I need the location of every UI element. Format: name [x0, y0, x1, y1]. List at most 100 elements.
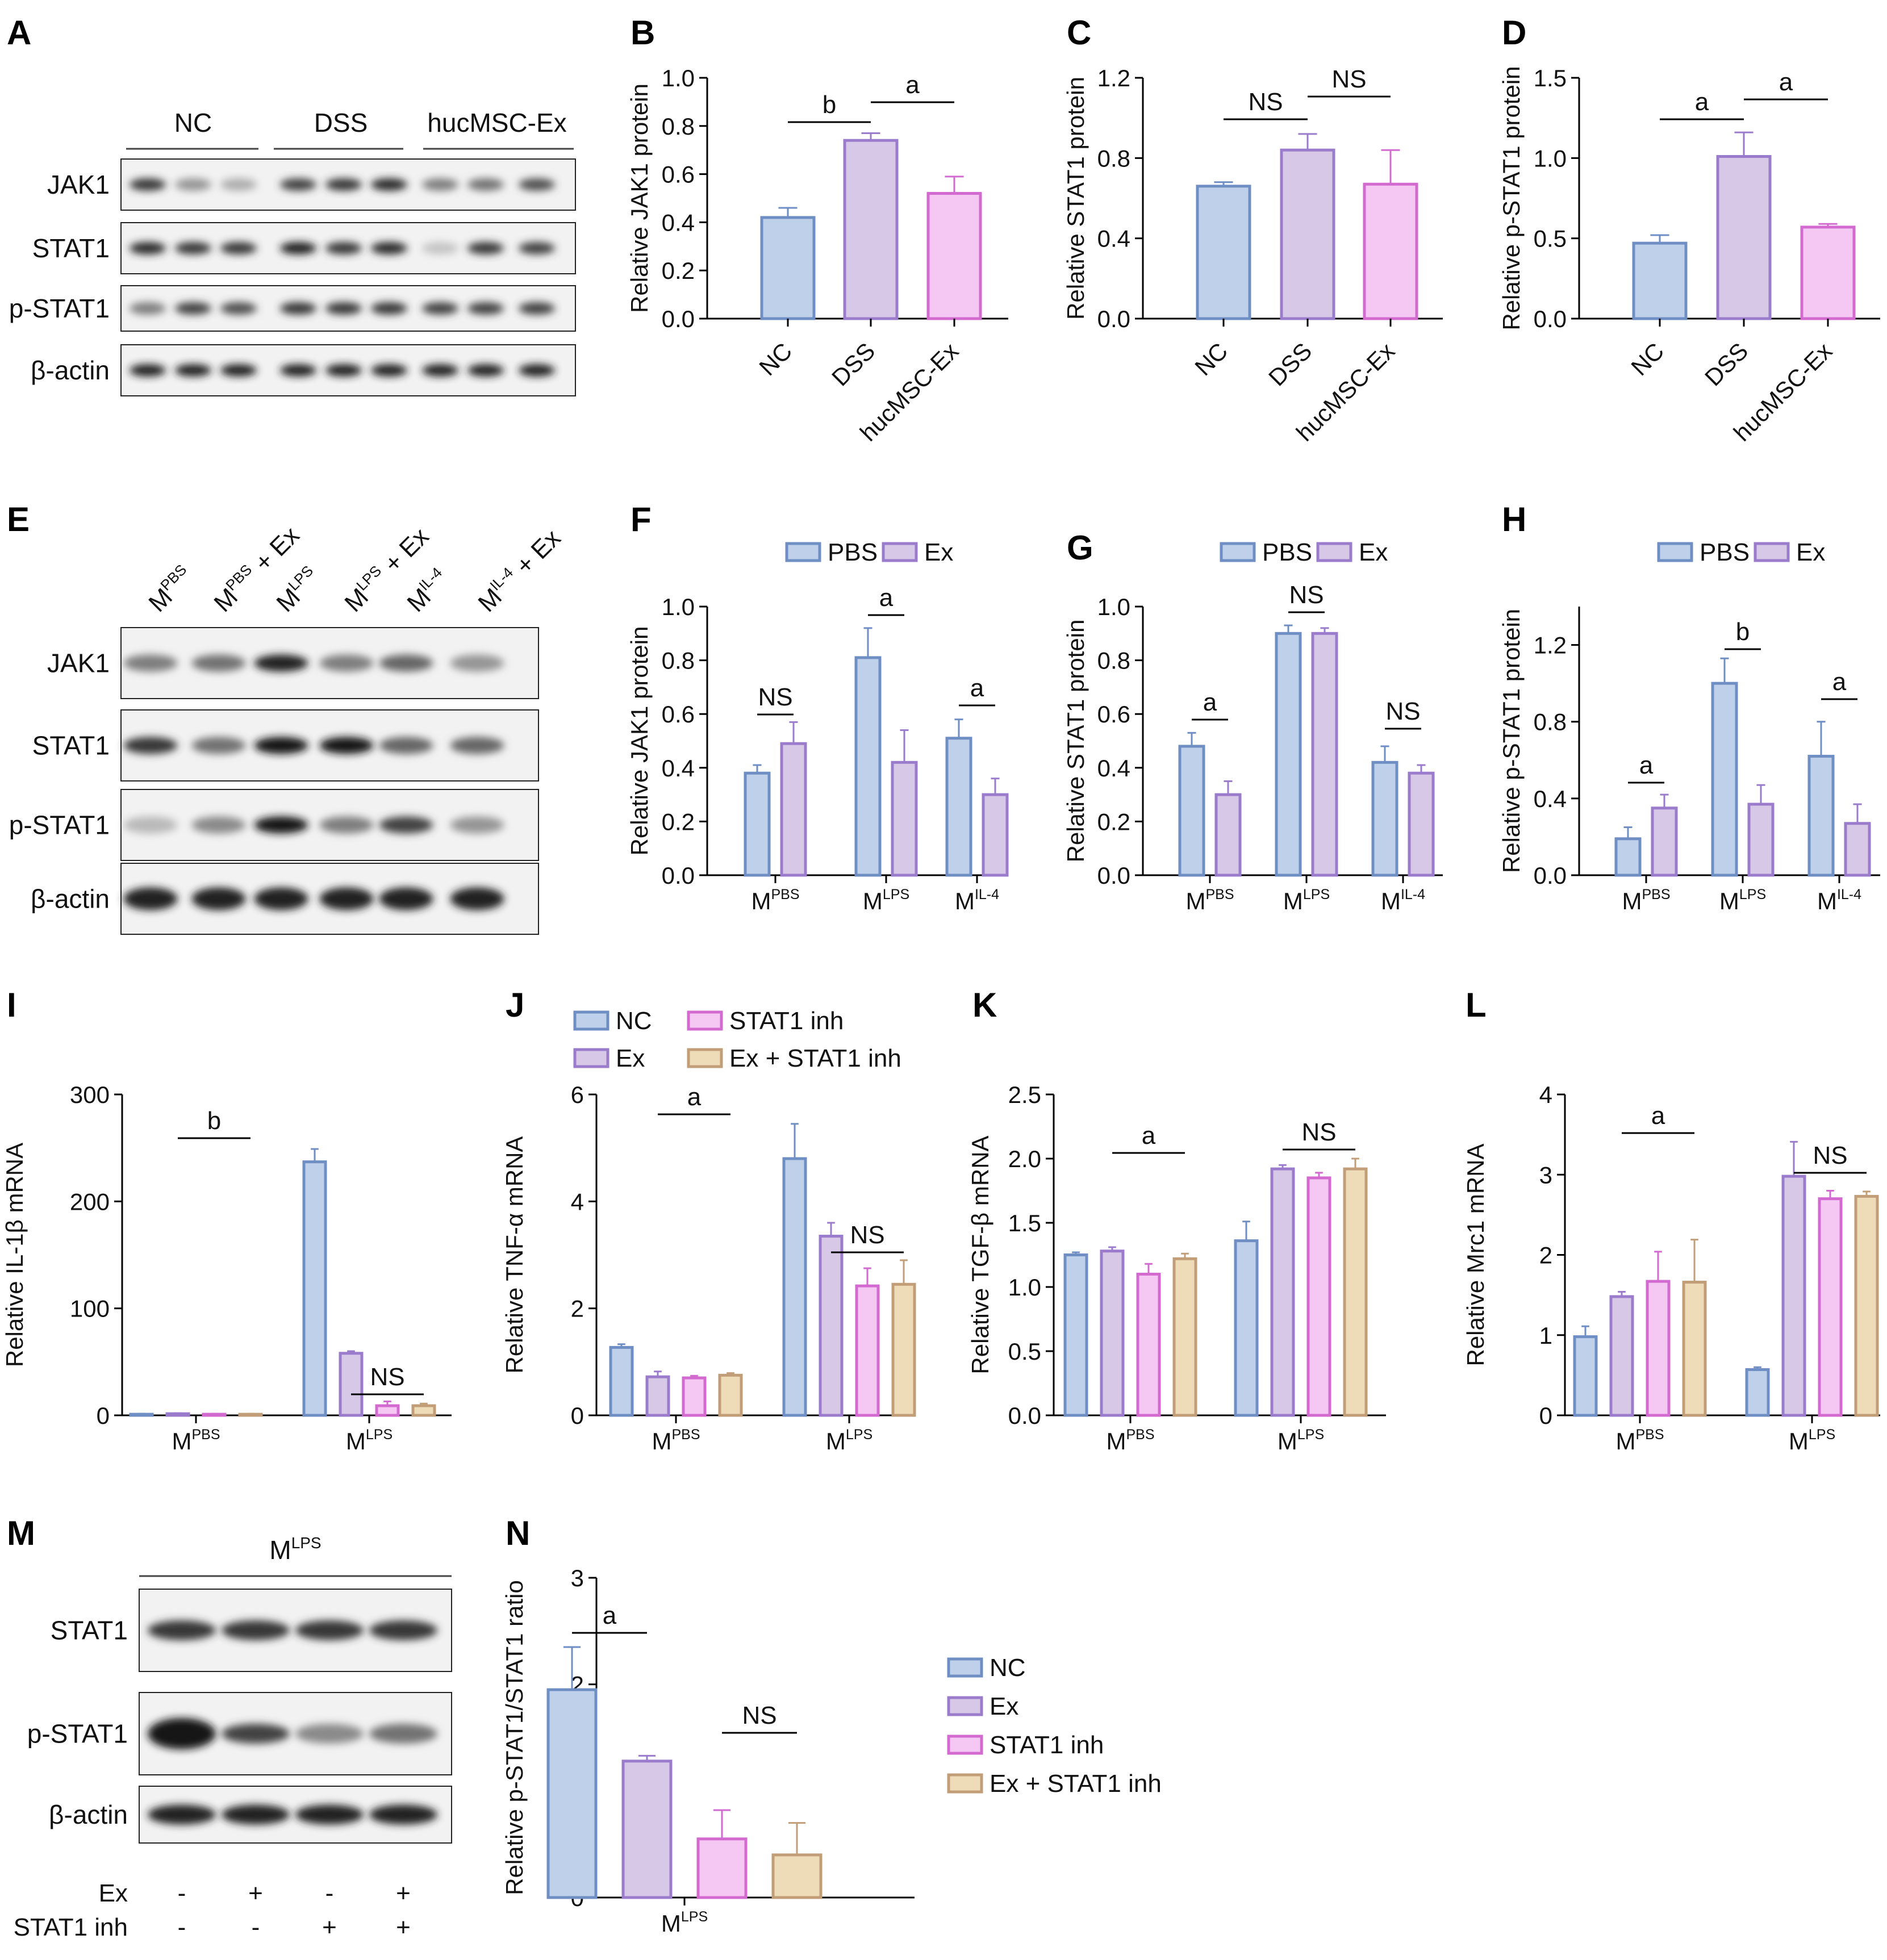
bar-PBS — [1807, 755, 1835, 877]
legend-label: Ex — [990, 1692, 1018, 1720]
y-tick-label: 0.0 — [662, 862, 695, 889]
band — [379, 816, 433, 834]
significance-label: a — [1779, 68, 1793, 96]
x-tick-label: MLPS — [661, 1909, 708, 1937]
y-axis-label: Relative p-STAT1/STAT1 ratio — [501, 1580, 528, 1895]
band — [325, 302, 362, 315]
significance-label: NS — [742, 1702, 776, 1729]
condition-value: - — [325, 1879, 334, 1907]
panel-label-D: D — [1502, 14, 1526, 52]
panel-label-N: N — [506, 1514, 530, 1552]
bar-Ex — [891, 760, 918, 877]
y-axis-label: Relative IL-1β mRNA — [1, 1143, 28, 1367]
band — [379, 654, 433, 672]
significance-label: a — [905, 71, 920, 99]
significance-label: b — [1736, 618, 1750, 646]
y-axis-label: Relative Mrc1 mRNA — [1462, 1143, 1489, 1366]
bar-Ex + STAT1 inh — [718, 1373, 743, 1417]
legend-swatch — [1316, 542, 1352, 562]
x-tick-label: MLPS — [346, 1427, 393, 1455]
panel-label-M: M — [7, 1514, 35, 1552]
band — [130, 242, 166, 254]
x-tick-label: MIL-4 — [1817, 887, 1861, 914]
panel-label-B: B — [631, 14, 655, 52]
legend-label: STAT1 inh — [729, 1007, 844, 1035]
bar-STAT1 inh — [696, 1837, 748, 1899]
legend-swatch — [947, 1773, 983, 1794]
legend-label: Ex — [1359, 538, 1388, 566]
bar-Ex — [339, 1352, 364, 1417]
y-tick-label: 0.8 — [662, 113, 695, 140]
band — [319, 816, 374, 834]
band — [422, 242, 458, 254]
bar-STAT1 inh — [1646, 1280, 1671, 1417]
band — [254, 654, 308, 672]
panel-label-L: L — [1466, 986, 1487, 1024]
band — [369, 1804, 437, 1825]
band — [519, 242, 555, 254]
bar-Ex + STAT1 inh — [1854, 1194, 1879, 1417]
bar-Ex + STAT1 inh — [1682, 1281, 1707, 1417]
y-tick-label: 300 — [70, 1081, 110, 1108]
significance-label: NS — [1331, 65, 1366, 93]
y-tick-label: 0.6 — [1097, 701, 1130, 728]
bar-Ex — [1270, 1167, 1295, 1417]
significance-label: NS — [1385, 697, 1420, 725]
legend-label: STAT1 inh — [990, 1731, 1104, 1759]
chart-I: 0 100 200 300 Relative IL-1β mRNA MPBS MLPS b NS — [1, 1081, 452, 1455]
significance-label: a — [1651, 1102, 1665, 1130]
significance-label: a — [1142, 1122, 1156, 1150]
bar-Ex — [982, 793, 1009, 877]
bar-Ex — [1781, 1175, 1806, 1417]
blot-row-label: STAT1 — [32, 731, 110, 760]
band — [371, 302, 407, 315]
bar-STAT1 inh — [375, 1404, 400, 1417]
x-tick-label: MLPS — [863, 887, 909, 914]
y-tick-label: 1.5 — [1008, 1210, 1041, 1236]
significance-label: b — [207, 1107, 221, 1135]
y-axis-label: Relative p-STAT1 protein — [1498, 66, 1525, 330]
band — [369, 1620, 437, 1640]
x-tick-label: MPBS — [1106, 1427, 1154, 1455]
band — [191, 816, 246, 834]
blot-header: MLPS — [269, 1534, 321, 1565]
legend-label: NC — [616, 1007, 652, 1035]
x-tick-label: MLPS — [826, 1427, 872, 1455]
panel-label-J: J — [506, 986, 524, 1024]
legend-swatch — [687, 1010, 723, 1031]
y-axis-label: Relative TGF-β mRNA — [967, 1135, 993, 1374]
band — [123, 816, 178, 834]
y-axis-label: Relative p-STAT1 protein — [1498, 609, 1525, 873]
band — [220, 178, 257, 191]
legend: NC Ex STAT1 inh Ex + STAT1 inh — [947, 1654, 1162, 1798]
y-axis-label: Relative JAK1 protein — [626, 83, 653, 313]
y-axis-label: Relative STAT1 protein — [1062, 620, 1089, 863]
y-tick-label: 1.2 — [1097, 65, 1130, 91]
bar-NC — [760, 216, 816, 320]
panel-label-H: H — [1502, 500, 1526, 538]
bar-Ex — [621, 1760, 673, 1899]
bar-STAT1 inh — [1136, 1272, 1161, 1417]
panel-labels: A B C D E F G H I J K L M N — [7, 14, 1526, 1552]
y-tick-label: 0.2 — [662, 257, 695, 284]
band — [295, 1620, 364, 1640]
significance-label: a — [1639, 751, 1654, 779]
significance-label: NS — [1301, 1118, 1336, 1146]
y-tick-label: 2 — [1539, 1242, 1552, 1269]
condition-label: STAT1 inh — [14, 1913, 128, 1941]
y-tick-label: 4 — [1539, 1081, 1552, 1108]
blot-row-label: β-actin — [31, 884, 110, 914]
band — [422, 178, 458, 191]
bar-Ex — [819, 1235, 844, 1417]
significance-label: NS — [1813, 1142, 1847, 1169]
y-tick-label: 1.0 — [1008, 1274, 1041, 1301]
bar-Ex — [1651, 806, 1678, 877]
band — [371, 364, 407, 377]
condition-value: + — [396, 1913, 411, 1941]
panel-label-E: E — [7, 500, 30, 538]
y-axis-label: Relative STAT1 protein — [1062, 77, 1089, 320]
bar-Ex — [1408, 771, 1435, 877]
bar-NC — [1234, 1239, 1259, 1417]
legend-label: PBS — [828, 538, 878, 566]
